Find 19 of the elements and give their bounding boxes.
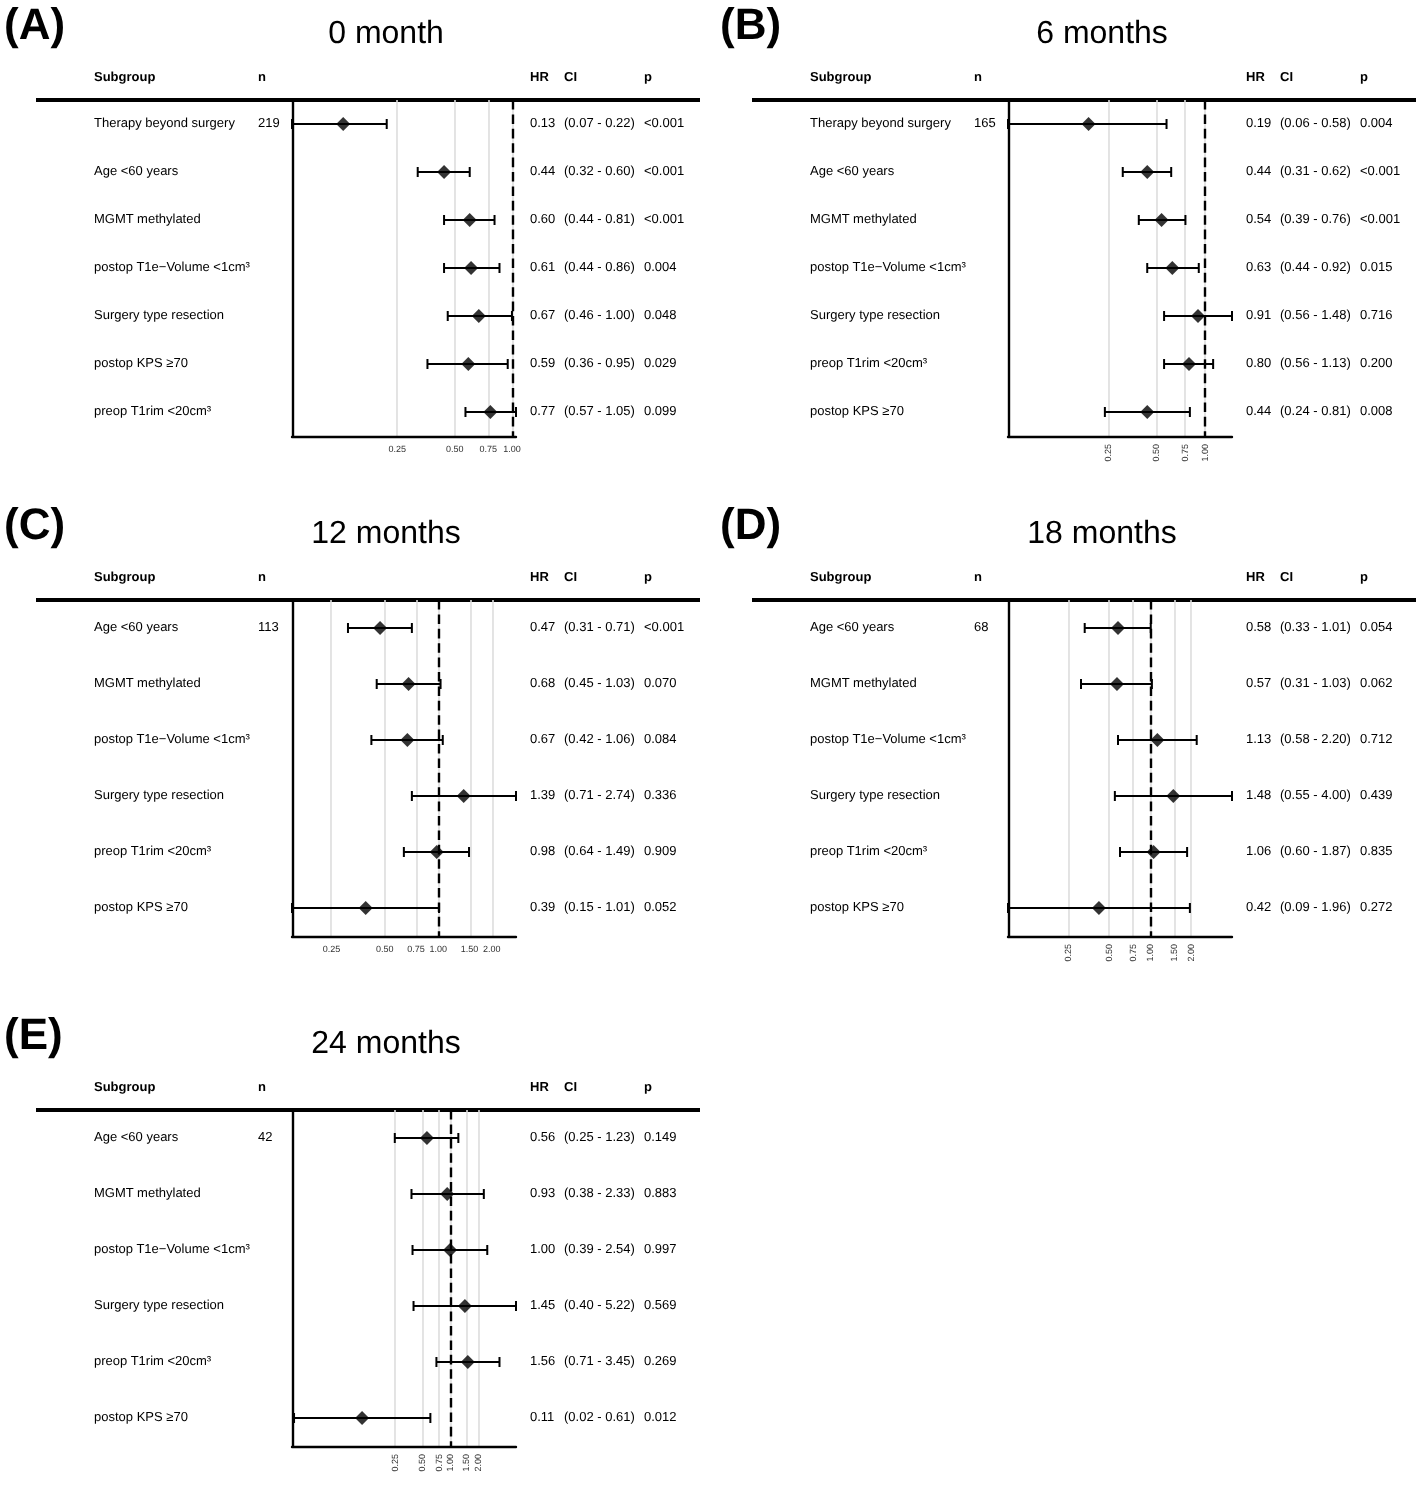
point	[1109, 677, 1124, 691]
text: (B)	[720, 0, 782, 49]
point	[1165, 261, 1180, 275]
text: (E)	[4, 1009, 63, 1059]
text: (C)	[4, 499, 66, 549]
point	[1111, 621, 1125, 635]
chart-title: 24 months	[311, 1027, 461, 1061]
text: (D)	[720, 499, 782, 549]
point	[1140, 165, 1155, 179]
chart-title: 12 months	[311, 517, 461, 551]
point	[1146, 845, 1161, 859]
chart-title: 6 months	[1036, 17, 1168, 51]
point	[1150, 733, 1165, 747]
point	[1182, 357, 1197, 371]
point	[1140, 405, 1155, 419]
chart-title: 18 months	[1027, 517, 1177, 551]
text: (A)	[4, 0, 66, 49]
point	[1154, 213, 1169, 227]
chart-title: 0 month	[328, 17, 444, 51]
